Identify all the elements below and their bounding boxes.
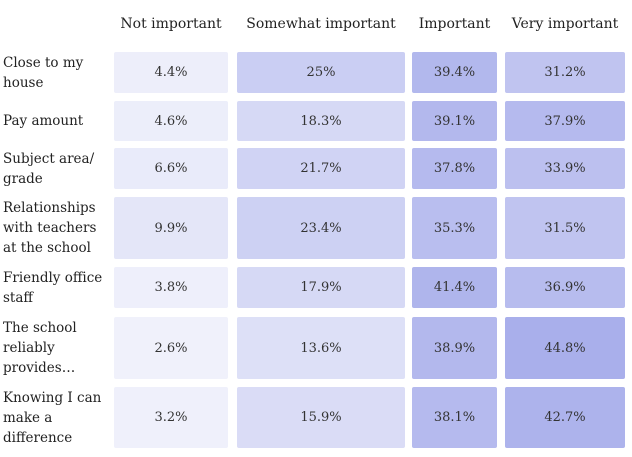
heatmap-cell: 31.5% <box>505 197 625 259</box>
heatmap-cell: 41.4% <box>412 267 497 308</box>
heatmap-cell: 4.6% <box>114 101 228 141</box>
heatmap-cell: 37.8% <box>412 148 497 189</box>
heatmap-cell: 15.9% <box>237 387 405 448</box>
heatmap-cell: 39.4% <box>412 52 497 93</box>
heatmap-cell: 4.4% <box>114 52 228 93</box>
column-header: Somewhat important <box>246 16 396 32</box>
heatmap-cell: 33.9% <box>505 148 625 189</box>
heatmap-cell: 38.1% <box>412 387 497 448</box>
heatmap-cell: 42.7% <box>505 387 625 448</box>
heatmap-cell: 23.4% <box>237 197 405 259</box>
heatmap-cell: 25% <box>237 52 405 93</box>
heatmap-cell: 38.9% <box>412 317 497 379</box>
heatmap-cell: 44.8% <box>505 317 625 379</box>
row-label: Friendly office staff <box>3 269 103 306</box>
heatmap-cell: 2.6% <box>114 317 228 379</box>
heatmap-cell: 21.7% <box>237 148 405 189</box>
heatmap-cell: 36.9% <box>505 267 625 308</box>
heatmap-cell: 3.2% <box>114 387 228 448</box>
column-header: Not important <box>120 16 222 32</box>
heatmap-cell: 17.9% <box>237 267 405 308</box>
heatmap-cell: 18.3% <box>237 101 405 141</box>
heatmap-cell: 39.1% <box>412 101 497 141</box>
heatmap-cell: 3.8% <box>114 267 228 308</box>
column-header: Important <box>418 16 491 32</box>
row-label: Knowing I can make a difference <box>3 389 102 446</box>
row-label: Close to my house <box>3 54 84 91</box>
heatmap-cell: 37.9% <box>505 101 625 141</box>
heatmap-cell: 31.2% <box>505 52 625 93</box>
heatmap-cell: 9.9% <box>114 197 228 259</box>
row-label: Subject area/ grade <box>3 150 95 187</box>
row-label: Pay amount <box>3 113 84 129</box>
heatmap-cell: 6.6% <box>114 148 228 189</box>
row-label: The school reliably provides… <box>3 320 77 376</box>
column-header: Very important <box>511 16 619 32</box>
row-label: Relationships with teachers at the schoo… <box>3 200 97 256</box>
heatmap-cell: 13.6% <box>237 317 405 379</box>
heatmap-cell: 35.3% <box>412 197 497 259</box>
